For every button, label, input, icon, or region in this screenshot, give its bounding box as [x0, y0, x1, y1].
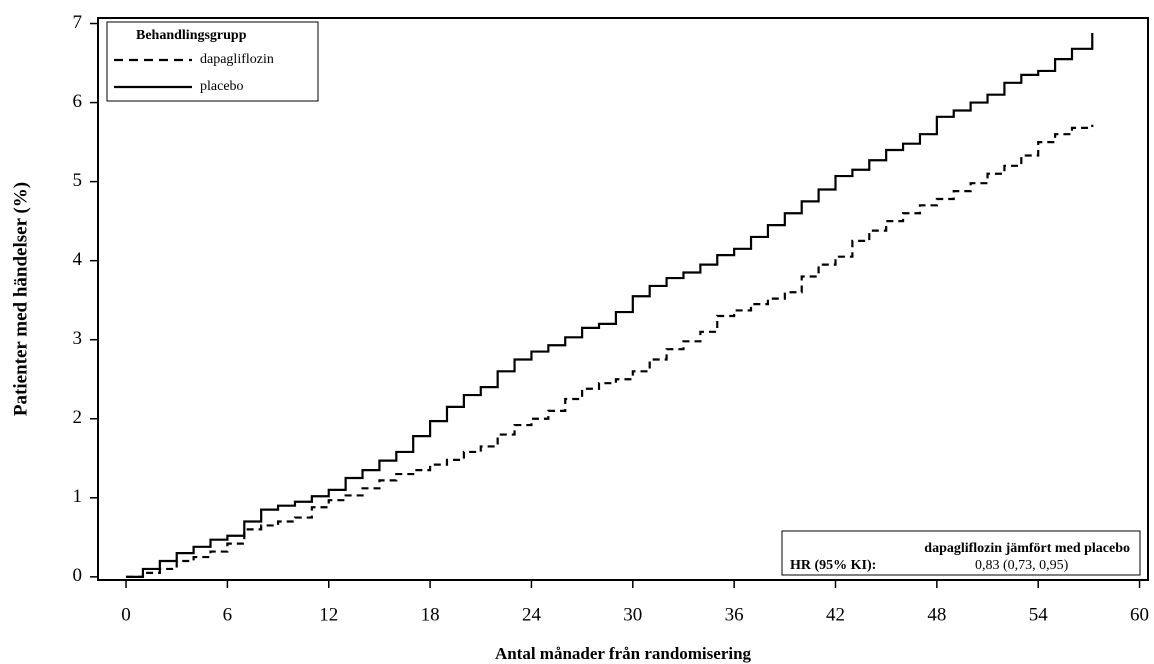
y-tick-label: 1	[73, 486, 83, 507]
x-tick-label: 12	[319, 604, 338, 625]
x-tick-label: 24	[522, 604, 542, 625]
annotation-label: HR (95% KI):	[790, 558, 876, 573]
annotation-value: 0,83 (0,73, 0,95)	[975, 558, 1069, 573]
series-line	[126, 124, 1094, 578]
annotation-box	[781, 530, 1141, 576]
legend-title: Behandlingsgrupp	[136, 28, 247, 43]
y-tick-label: 5	[73, 170, 83, 191]
x-axis-label: Antal månader från randomisering	[495, 644, 752, 663]
x-tick-label: 18	[421, 604, 440, 625]
x-tick-label: 6	[223, 604, 233, 625]
annotation-title: dapagliflozin jämfört med placebo	[924, 541, 1130, 556]
y-tick-label: 3	[73, 328, 83, 349]
x-tick-label: 30	[623, 604, 642, 625]
y-tick-label: 7	[73, 12, 83, 33]
x-tick-label: 60	[1130, 604, 1149, 625]
y-tick-label: 6	[73, 91, 83, 112]
legend-label: dapagliflozin	[200, 52, 274, 67]
y-axis-label: Patienter med händelser (%)	[10, 182, 31, 416]
x-tick-label: 0	[121, 604, 131, 625]
legend-label: placebo	[200, 79, 244, 94]
y-tick-label: 0	[73, 565, 83, 586]
series-line	[126, 33, 1094, 578]
x-tick-label: 36	[725, 604, 744, 625]
plot-frame	[97, 17, 1149, 581]
x-tick-label: 54	[1029, 604, 1049, 625]
y-tick-label: 2	[73, 407, 83, 428]
y-tick-label: 4	[73, 249, 83, 270]
x-tick-label: 42	[826, 604, 845, 625]
x-tick-label: 48	[927, 604, 946, 625]
